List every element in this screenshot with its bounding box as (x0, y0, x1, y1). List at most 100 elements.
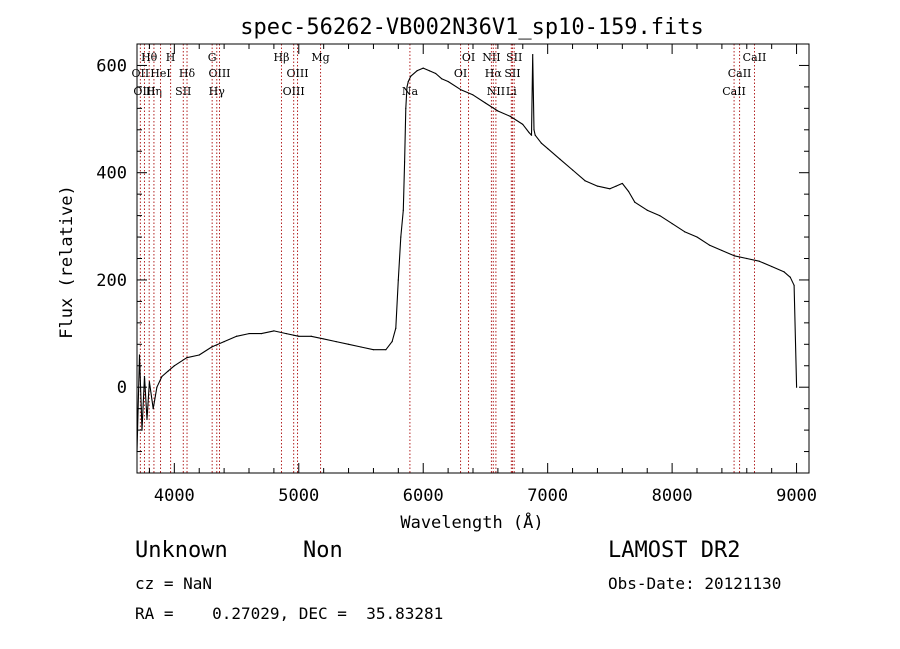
spectrum-point (733, 255, 735, 257)
spectral-line-label: OII (132, 67, 150, 80)
spectrum-point (173, 365, 175, 367)
spectral-line-label: OIII (133, 85, 155, 98)
spectrum-point (696, 236, 698, 238)
spectrum-point (532, 54, 534, 56)
y-tick-label: 600 (96, 56, 127, 76)
spectrum-point (156, 386, 158, 388)
spectral-line-label: Li (506, 85, 517, 98)
spectrum-point (721, 249, 723, 252)
spectrum-point (795, 386, 798, 388)
spectrum-point (497, 110, 499, 112)
spectrum-point (146, 418, 148, 420)
spectrum-line (136, 54, 798, 452)
spectral-line-label: OIII (283, 85, 305, 98)
y-tick-label: 400 (96, 164, 127, 184)
x-tick-label: 5000 (278, 486, 319, 506)
spectrum-point (298, 335, 300, 337)
spectral-line-label: Mg (311, 51, 329, 64)
spectral-line-label: OI (462, 51, 475, 64)
spectrum-point (533, 129, 535, 131)
spectrum-point (646, 209, 648, 211)
spectrum-series (136, 54, 798, 453)
spectrum-point (783, 271, 785, 273)
survey-label: LAMOST DR2 (608, 538, 741, 563)
spectrum-point (403, 161, 406, 163)
plot-frame (136, 43, 810, 474)
spectral-line-label: Hβ (274, 51, 290, 64)
spectrum-point (211, 346, 213, 348)
spectrum-point (310, 335, 312, 337)
spectrum-point (391, 341, 393, 343)
spectral-line-label: SII (175, 85, 191, 98)
spectrum-point (447, 80, 449, 83)
chart-title: spec-56262-VB002N36V1_sp10-159.fits (240, 15, 704, 40)
spectrum-point (186, 357, 188, 359)
spectrum-point (273, 330, 275, 332)
plot-axes: 4000 5000 6000 7000 8000 9000 0 200 400 600 (96, 43, 817, 506)
spectral-line-label: H (166, 51, 176, 64)
spectral-line-label: CaII (743, 51, 767, 64)
spectrum-point (405, 107, 407, 109)
spectral-line-label: CaII (722, 85, 746, 98)
spectral-line-label: OIII (287, 67, 309, 80)
spectral-line-label: Hδ (179, 67, 196, 80)
spectrum-point (260, 332, 263, 335)
spectral-line-label: Na (402, 85, 419, 98)
object-class: Unknown (135, 538, 228, 563)
spectrum-point (528, 131, 530, 134)
x-axis-label: Wavelength (Å) (400, 511, 543, 533)
spectrum-point (223, 341, 225, 343)
x-tick-label: 9000 (776, 486, 817, 506)
spectrum-point (198, 354, 200, 356)
spectrum-point (416, 70, 418, 72)
spectrum-point (522, 123, 524, 126)
spectrum-point (248, 332, 250, 335)
object-subclass: Non (303, 538, 343, 563)
spectrum-point (627, 190, 630, 193)
spectrum-point (509, 115, 511, 117)
spectrum-point (397, 279, 399, 281)
spectrum-point (372, 349, 375, 351)
spectrum-point (621, 182, 623, 185)
spectrum-point (152, 408, 154, 410)
spectrum-point (360, 346, 362, 348)
y-axis-label: Flux (relative) (57, 185, 77, 339)
obs-date-text: Obs-Date: 20121130 (608, 574, 782, 593)
x-tick-label: 6000 (403, 486, 444, 506)
spectrum-point (395, 327, 397, 329)
spectrum-point (323, 338, 325, 340)
spectrum-point (406, 86, 408, 88)
spectrum-point (746, 257, 748, 260)
spectrum-point (407, 80, 409, 83)
spectrum-point (138, 354, 141, 356)
spectrum-point (683, 231, 686, 233)
spectrum-point (472, 94, 474, 96)
x-tick-label: 7000 (527, 486, 568, 506)
spectrum-point (596, 185, 599, 187)
spectral-line-label: Hα (485, 67, 503, 80)
y-tick-label: 0 (117, 378, 127, 398)
spectral-line-label: Hγ (209, 85, 226, 98)
spectrum-point (435, 72, 437, 75)
spectrum-point (484, 102, 487, 104)
spectral-line-label: NII (482, 51, 500, 64)
spectrum-point (428, 70, 431, 72)
coordinates-text: RA = 0.27029, DEC = 35.83281 (135, 604, 444, 623)
spectrum-point (285, 332, 287, 335)
spectral-line-label: HeI (150, 67, 170, 80)
spectrum-point (547, 147, 549, 150)
spectrum-point (671, 223, 673, 225)
spectrum-point (771, 265, 773, 268)
spectral-line-label: Hη (146, 85, 162, 98)
spectral-line-label: NII (487, 85, 505, 98)
spectral-line-label: CaII (728, 67, 752, 80)
spectrum-point (167, 370, 169, 372)
redshift-text: cz = NaN (135, 574, 213, 593)
spectral-line-label: G (208, 51, 217, 64)
spectral-line-label: SII (504, 67, 520, 80)
spectrum-point (530, 134, 533, 136)
spectrum-point (540, 142, 543, 144)
spectral-line-label: OIII (208, 67, 230, 80)
y-tick-label: 200 (96, 271, 127, 291)
